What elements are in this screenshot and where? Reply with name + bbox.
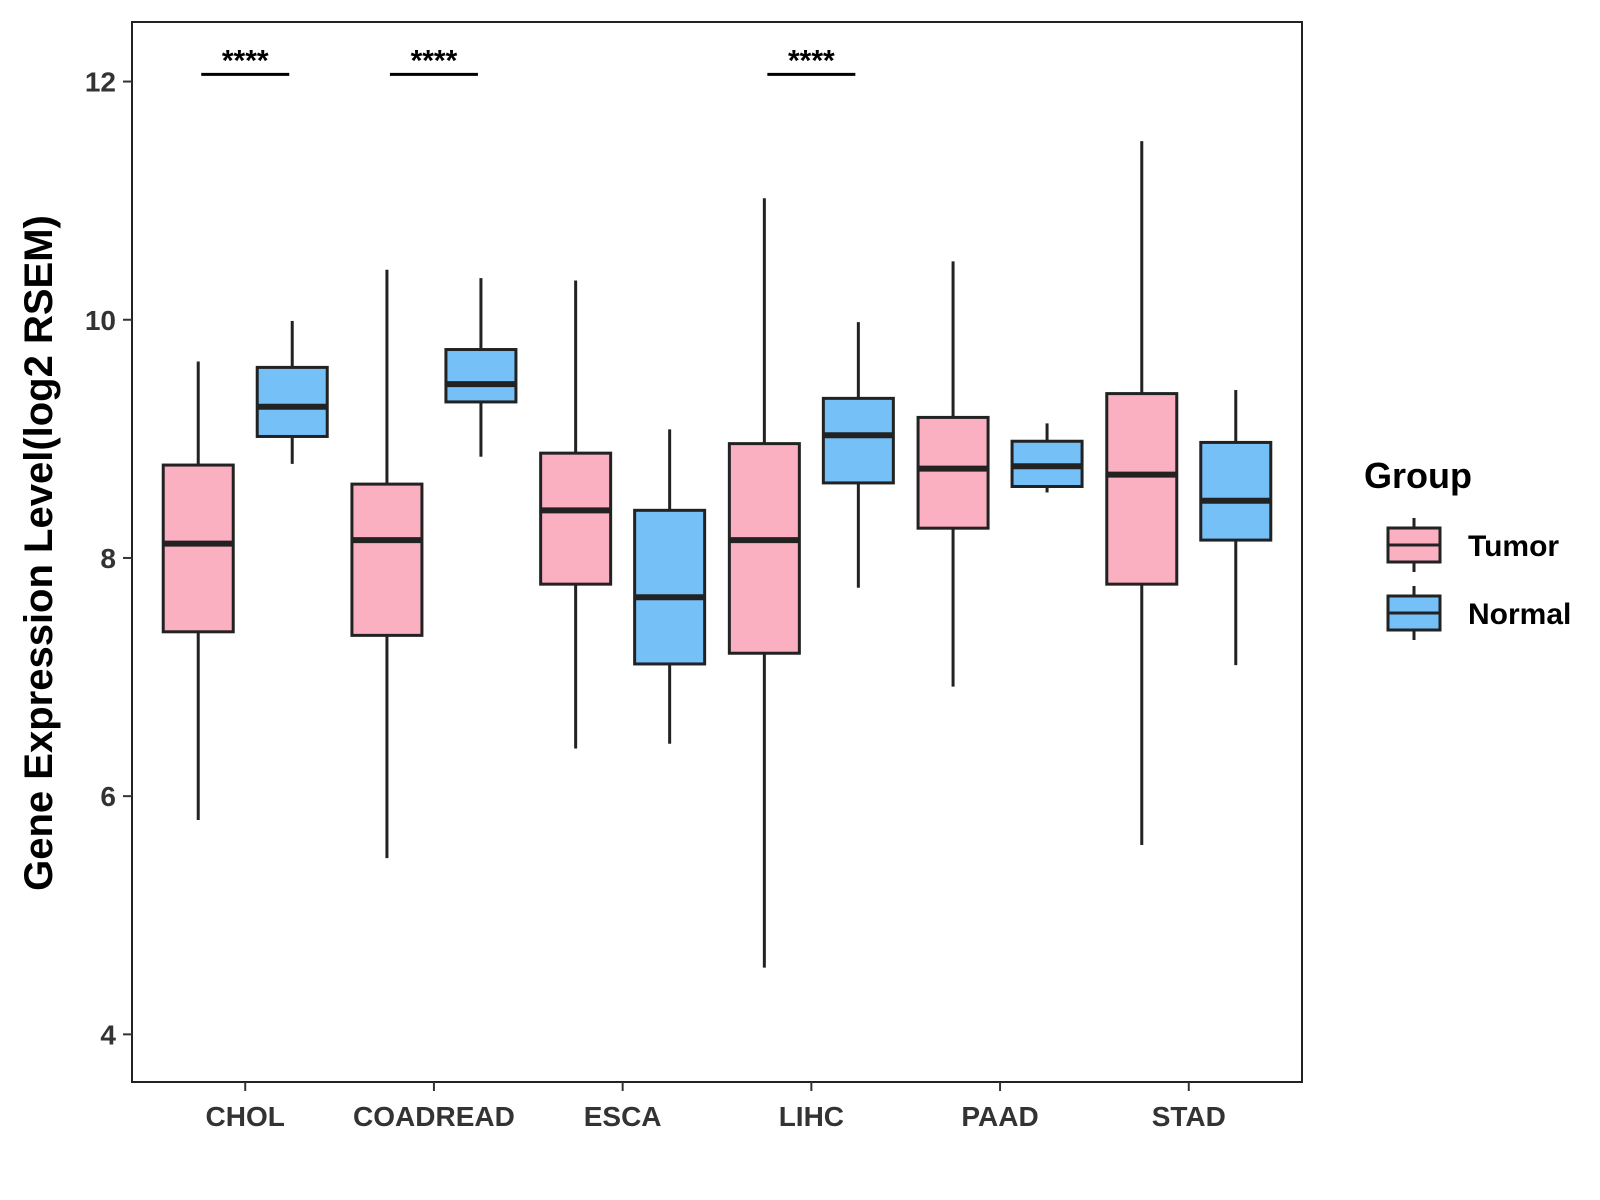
y-tick-label: 10 [85,305,116,336]
box-iqr [444,348,518,404]
x-tick-label: CHOL [206,1101,285,1132]
x-tick-label: ESCA [584,1101,662,1132]
plot-area: **** **** **** [161,44,1273,968]
box-normal-esca [633,429,707,744]
box-normal-stad [1199,390,1273,666]
box-iqr [633,508,707,666]
legend-label: Tumor [1468,530,1559,563]
legend: Group Tumor Normal [1364,455,1571,640]
box-iqr [1105,392,1179,586]
box-iqr [539,451,613,586]
x-tick-label: PAAD [961,1101,1038,1132]
box-normal-chol [255,320,329,464]
axes: 4 6 8 10 12 CHOL COADREAD ESCA LIHC PAAD STAD [85,21,1303,1132]
legend-item-normal: Normal [1386,586,1571,640]
box-iqr [161,463,235,634]
box-tumor-chol [161,361,235,820]
x-tick-label: COADREAD [353,1101,515,1132]
significance-label: **** [222,44,269,77]
box-normal-paad [1010,423,1084,493]
y-tick-label: 4 [100,1019,116,1050]
box-normal-lihc [821,322,895,588]
y-axis-title: Gene Expression Level(log2 RSEM) [17,215,61,891]
box-iqr [821,396,895,485]
box-normal-coadread [444,278,518,457]
legend-item-tumor: Tumor [1386,518,1559,572]
box-tumor-lihc [727,198,801,968]
y-tick-label: 12 [85,67,116,98]
significance-label: **** [411,44,458,77]
box-tumor-stad [1105,141,1179,845]
box-iqr [1199,440,1273,542]
x-tick-label: LIHC [779,1101,844,1132]
legend-label: Normal [1468,598,1571,631]
box-iqr [727,442,801,655]
y-tick-label: 6 [100,781,116,812]
x-tick-label: STAD [1152,1101,1226,1132]
box-iqr [255,365,329,438]
legend-title: Group [1364,455,1472,496]
box-iqr [916,415,990,530]
box-tumor-esca [539,280,613,749]
significance-label: **** [788,44,835,77]
box-iqr [350,482,424,637]
box-tumor-coadread [350,269,424,859]
box-tumor-paad [916,261,990,687]
y-tick-label: 8 [100,543,116,574]
panel-border [131,21,1303,1083]
